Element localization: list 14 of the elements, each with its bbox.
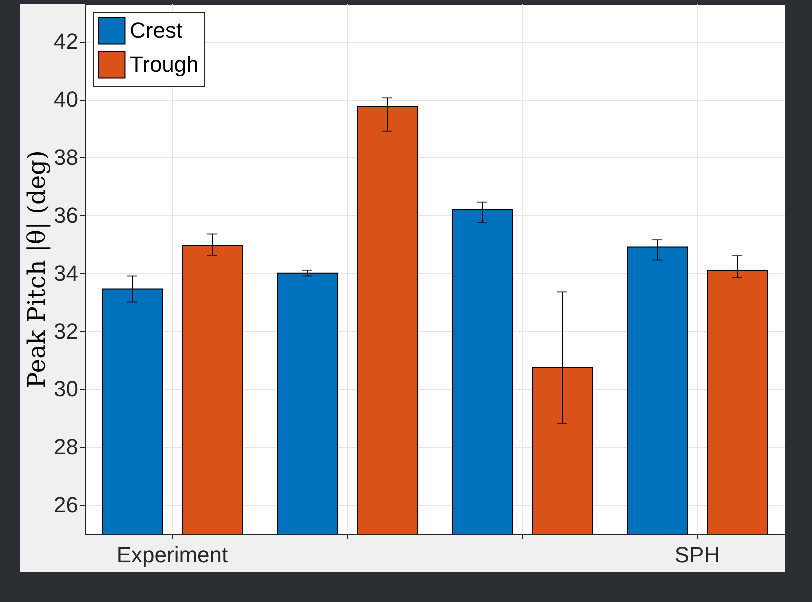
y-tick-label: 42	[54, 29, 78, 54]
x-tick-label: SPH	[674, 542, 720, 568]
y-tick-label: 26	[54, 492, 78, 518]
y-tick-label: 28	[54, 434, 78, 460]
y-tick-label: 32	[54, 318, 78, 344]
y-tick-label: 40	[54, 87, 78, 112]
legend-label: Trough	[130, 52, 199, 77]
x-tick-label: Experiment	[116, 542, 228, 568]
y-tick-label: 30	[54, 376, 78, 402]
y-tick-label: 34	[54, 260, 78, 286]
legend-label: Crest	[130, 18, 183, 43]
y-tick-label: 38	[54, 144, 78, 170]
y-axis-title: Peak Pitch |θ| (deg)	[23, 150, 52, 388]
y-tick-label: 36	[54, 202, 78, 228]
